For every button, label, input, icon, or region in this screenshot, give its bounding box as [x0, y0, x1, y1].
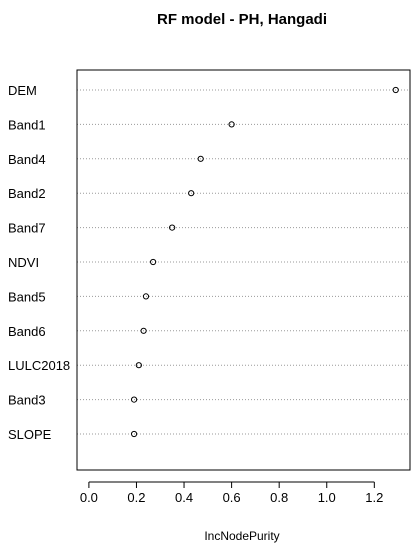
data-point — [169, 224, 176, 231]
x-axis-label: IncNodePurity — [204, 529, 279, 543]
data-point — [188, 190, 195, 197]
data-point — [130, 430, 138, 438]
x-tick-label: 1.2 — [365, 490, 383, 505]
x-axis: 0.0 0.2 0.4 0.6 0.8 1.0 1.2 — [80, 481, 383, 505]
data-point — [135, 362, 142, 369]
data-point — [197, 155, 204, 162]
category-label: LULC2018 — [8, 358, 70, 373]
data-point — [142, 293, 150, 300]
category-label: DEM — [8, 83, 37, 98]
category-label: Band5 — [8, 289, 46, 304]
data-point — [228, 121, 235, 128]
x-tick-label: 0.0 — [80, 490, 98, 505]
category-label: Band4 — [8, 152, 46, 167]
data-points — [130, 86, 399, 438]
category-label: NDVI — [8, 255, 39, 270]
gridlines — [77, 89, 410, 435]
plot-frame — [76, 69, 411, 471]
category-label: Band7 — [8, 221, 46, 236]
data-point — [130, 396, 138, 403]
category-label: Band2 — [8, 186, 46, 201]
data-point — [150, 258, 157, 266]
category-labels: DEM Band1 Band4 Band2 Band7 NDVI Band5 Band6 LUL… — [8, 83, 70, 442]
category-label: Band1 — [8, 117, 46, 132]
category-label: Band3 — [8, 393, 46, 408]
x-tick-label: 0.2 — [127, 490, 145, 505]
x-tick-label: 1.0 — [318, 490, 336, 505]
data-point — [392, 86, 399, 94]
x-tick-label: 0.6 — [223, 490, 241, 505]
x-tick-label: 0.8 — [270, 490, 288, 505]
x-tick-label: 0.4 — [175, 490, 193, 505]
chart-title: RF model - PH, Hangadi — [157, 11, 327, 28]
category-label: Band6 — [8, 324, 46, 339]
data-point — [140, 327, 147, 334]
category-label: SLOPE — [8, 427, 52, 442]
